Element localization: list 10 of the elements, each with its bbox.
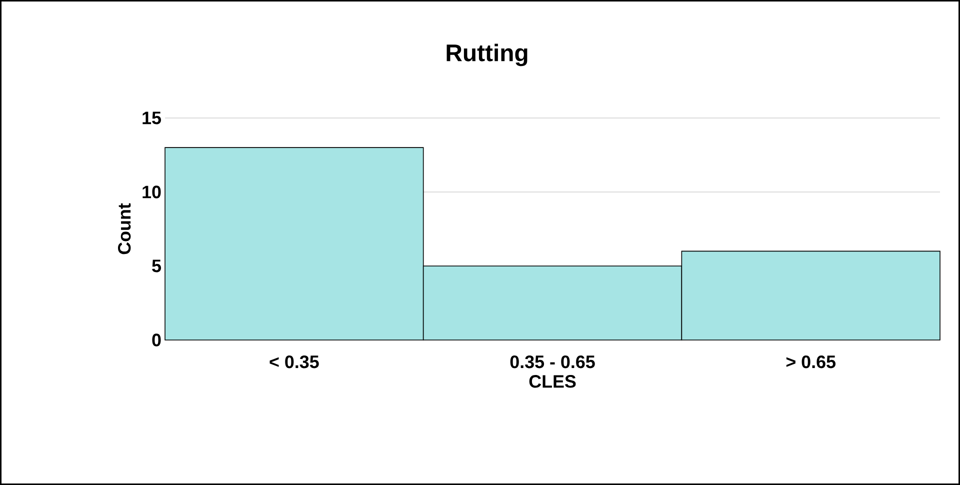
y-tick-label: 10 <box>142 186 161 198</box>
y-axis-title: Count <box>118 203 131 254</box>
y-tick-label: 15 <box>142 112 161 124</box>
y-tick-label: 0 <box>152 334 161 346</box>
x-tick-label: < 0.35 <box>270 355 319 368</box>
y-tick-label: 5 <box>152 260 161 272</box>
x-tick-label: > 0.65 <box>786 355 836 368</box>
chart-title: Rutting <box>446 44 528 66</box>
x-tick-label: 0.35 - 0.65 <box>510 355 595 368</box>
x-axis-title: CLES <box>529 375 576 388</box>
